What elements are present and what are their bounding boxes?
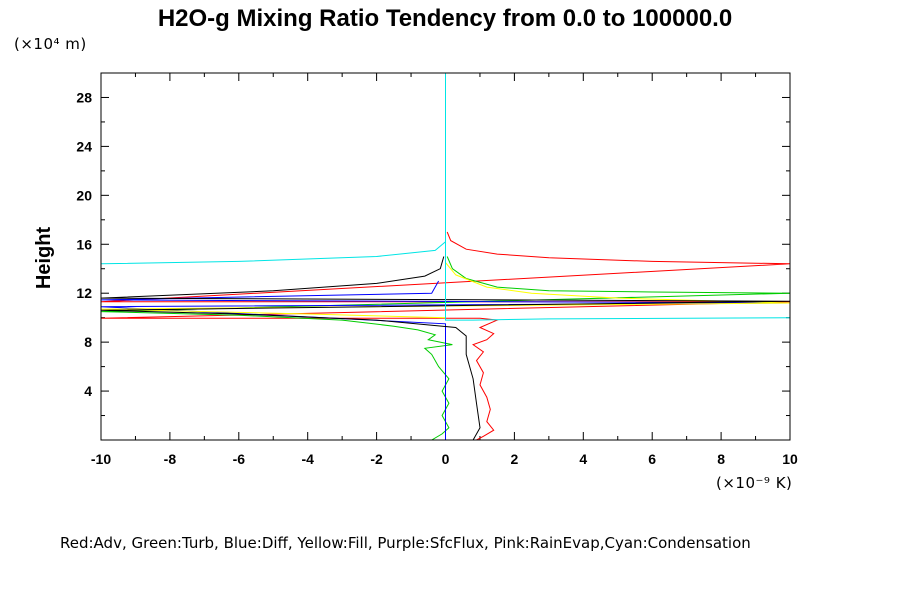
x-tick-label: -4	[301, 451, 314, 467]
y-tick-label: 24	[76, 138, 92, 154]
y-tick-label: 16	[76, 236, 92, 252]
x-scale-label: (×10⁻⁹ K)	[716, 474, 792, 492]
y-axis-label: Height	[33, 227, 55, 290]
y-tick-label: 12	[76, 285, 92, 301]
series-line-condensation	[101, 73, 790, 321]
x-tick-label: 10	[782, 451, 798, 467]
x-tick-label: 0	[442, 451, 450, 467]
x-tick-label: 4	[579, 451, 587, 467]
series-line-turb	[101, 256, 790, 440]
y-scale-label: (×10⁴ m)	[14, 35, 87, 53]
y-tick-label: 4	[84, 383, 92, 399]
x-tick-label: -6	[233, 451, 246, 467]
chart-title: H2O-g Mixing Ratio Tendency from 0.0 to …	[158, 5, 732, 32]
series-line-fill	[101, 262, 790, 319]
legend-caption: Red:Adv, Green:Turb, Blue:Diff, Yellow:F…	[60, 534, 751, 552]
series-line-net	[101, 256, 790, 440]
y-tick-label: 28	[76, 89, 92, 105]
x-tick-label: -2	[370, 451, 383, 467]
y-tick-label: 8	[84, 334, 92, 350]
series-line-adv	[101, 231, 790, 440]
x-tick-label: -10	[91, 451, 111, 467]
y-tick-label: 20	[76, 187, 92, 203]
x-tick-label: 6	[648, 451, 656, 467]
x-tick-label: 2	[511, 451, 519, 467]
plot-frame	[100, 72, 791, 441]
x-tick-label: -8	[164, 451, 177, 467]
x-tick-label: 8	[717, 451, 725, 467]
